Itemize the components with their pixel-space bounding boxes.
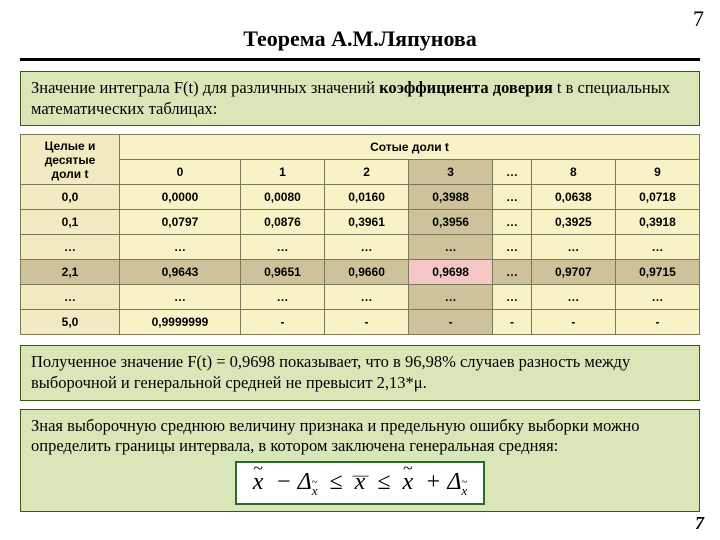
table-cell: 0,9715 [615,260,699,285]
table-cell: … [120,235,241,260]
interval-formula: ~x − Δ~x ≤ —x ≤ ~x + Δ~x [235,461,485,505]
page-number-top: 7 [693,6,704,32]
table-cell: 0,3918 [615,210,699,235]
intro-bold: коэффициента доверия [379,78,553,97]
table-cell: … [531,285,615,310]
conclusion-text: Зная выборочную среднюю величину признак… [31,416,639,456]
table-cell: - [240,310,324,335]
rh-l2: десятые [45,153,96,167]
table-cell: 0,3988 [409,185,493,210]
row-head: … [21,285,120,310]
f-table: Целые и десятые доли t Сотые доли t 0123… [20,134,700,335]
table-cell: 0,0797 [120,210,241,235]
table-cell: 0,9660 [325,260,409,285]
table-row: 0,00,00000,00800,01600,3988…0,06380,0718 [21,185,700,210]
table-header-row-2: 0123…89 [21,160,700,185]
table-cell: … [493,285,532,310]
col-group-title: Сотые доли t [120,135,700,160]
table-cell: - [615,310,699,335]
table-cell: … [120,285,241,310]
col-header: 2 [325,160,409,185]
table-cell: … [615,235,699,260]
table-cell: … [493,260,532,285]
conclusion-box: Зная выборочную среднюю величину признак… [20,409,700,512]
rh-l1: Целые и [45,139,96,153]
table-cell: 0,0638 [531,185,615,210]
table-cell: … [493,235,532,260]
table-cell: 0,9643 [120,260,241,285]
table-cell: - [409,310,493,335]
table-cell: … [325,235,409,260]
table-cell: … [240,235,324,260]
table-cell: - [531,310,615,335]
slide: 7 Теорема А.М.Ляпунова Значение интеграл… [0,0,720,540]
row-head: 2,1 [21,260,120,285]
table-row: …………………… [21,235,700,260]
col-header: … [493,160,532,185]
table-cell: … [493,210,532,235]
col-header: 8 [531,160,615,185]
table-cell: 0,9698 [409,260,493,285]
col-header: 1 [240,160,324,185]
table-cell: 0,3961 [325,210,409,235]
table-cell: 0,3925 [531,210,615,235]
table-row: …………………… [21,285,700,310]
table-cell: … [409,285,493,310]
table-cell: 0,0160 [325,185,409,210]
table-header-row-1: Целые и десятые доли t Сотые доли t [21,135,700,160]
table-cell: - [493,310,532,335]
row-head: 0,1 [21,210,120,235]
table-cell: 0,9651 [240,260,324,285]
row-head: 0,0 [21,185,120,210]
table-cell: … [409,235,493,260]
table-row: 2,10,96430,96510,96600,9698…0,97070,9715 [21,260,700,285]
col-header: 0 [120,160,241,185]
col-header: 3 [409,160,493,185]
table-cell: … [493,185,532,210]
table-cell: 0,9999999 [120,310,241,335]
table-cell: … [240,285,324,310]
table-cell: … [615,285,699,310]
table-row: 5,00,9999999------ [21,310,700,335]
row-head: … [21,235,120,260]
result-box: Полученное значение F(t) = 0,9698 показы… [20,345,700,400]
row-head: 5,0 [21,310,120,335]
intro-box: Значение интеграла F(t) для различных зн… [20,71,700,126]
col-header: 9 [615,160,699,185]
table-cell: 0,0718 [615,185,699,210]
table-cell: - [325,310,409,335]
row-header-title: Целые и десятые доли t [21,135,120,185]
table-cell: … [531,235,615,260]
title-divider [20,58,700,61]
table-row: 0,10,07970,08760,39610,3956…0,39250,3918 [21,210,700,235]
intro-pre: Значение интеграла F(t) для различных зн… [31,78,379,97]
slide-title: Теорема А.М.Ляпунова [20,26,700,52]
table-cell: 0,0000 [120,185,241,210]
table-cell: 0,0876 [240,210,324,235]
formula-wrap: ~x − Δ~x ≤ —x ≤ ~x + Δ~x [31,461,689,505]
rh-l3: доли t [52,167,89,181]
page-number-bottom: 7 [695,513,704,534]
table-cell: 0,3956 [409,210,493,235]
table-cell: 0,9707 [531,260,615,285]
table-cell: … [325,285,409,310]
table-cell: 0,0080 [240,185,324,210]
